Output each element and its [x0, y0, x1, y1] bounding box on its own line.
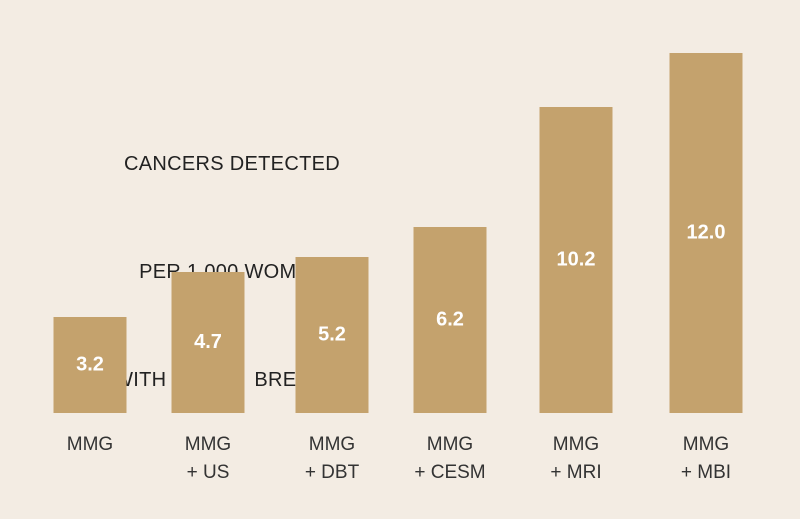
- bar-4: [539, 107, 613, 413]
- bar-value-label-1: 4.7: [194, 331, 222, 353]
- category-label-5-line-0: MMG: [683, 434, 729, 455]
- bar-value-label-3: 6.2: [436, 308, 464, 330]
- category-label-2-line-0: MMG: [309, 434, 355, 455]
- bar-1: [171, 272, 245, 413]
- bar-value-label-5: 12.0: [687, 221, 726, 243]
- bar-value-label-0: 3.2: [76, 353, 104, 375]
- chart-title-line-1: CANCERS DETECTED: [124, 153, 340, 175]
- category-label-1-line-0: MMG: [185, 434, 231, 455]
- category-label-5-line-1: + MBI: [681, 462, 731, 483]
- category-label-3-line-0: MMG: [427, 434, 473, 455]
- bar-value-label-4: 10.2: [557, 248, 596, 270]
- bar-0: [53, 317, 127, 413]
- category-label-3-line-1: + CESM: [414, 462, 485, 483]
- category-label-0-line-0: MMG: [67, 434, 113, 455]
- category-label-2-line-1: + DBT: [305, 462, 360, 483]
- bar-value-label-2: 5.2: [318, 323, 346, 345]
- bar-2: [295, 257, 369, 413]
- category-label-1-line-1: + US: [187, 462, 230, 483]
- bar-5: [669, 53, 743, 413]
- category-label-4-line-1: + MRI: [550, 462, 601, 483]
- category-label-4-line-0: MMG: [553, 434, 599, 455]
- bar-3: [413, 227, 487, 413]
